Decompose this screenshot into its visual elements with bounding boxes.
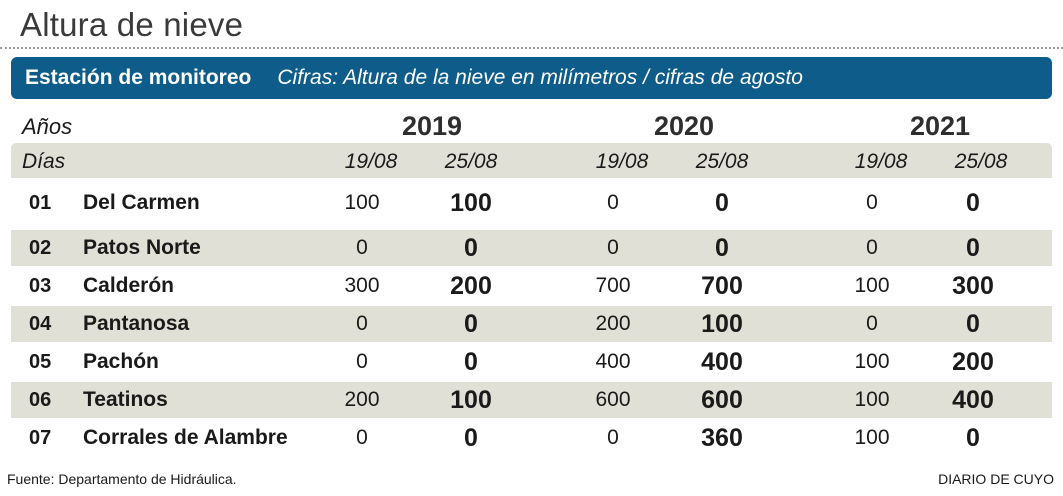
table-row: 07 Corrales de Alambre 0 0 0 360 100 0 (11, 420, 1052, 456)
snow-value-cell: 100 (854, 388, 890, 411)
station-number: 02 (29, 237, 52, 259)
snow-value-cell: 0 (464, 348, 478, 376)
days-label: Días (22, 150, 66, 173)
station-name: Patos Norte (83, 236, 201, 259)
snow-value-cell: 300 (344, 274, 380, 297)
brand-credit: DIARIO DE CUYO (938, 471, 1054, 487)
year-header: 2021 (909, 111, 971, 141)
year-header: 2020 (653, 111, 715, 141)
table-row: 04 Pantanosa 0 0 200 100 0 0 (11, 306, 1052, 342)
snow-value-cell: 360 (701, 424, 743, 452)
station-name: Pachón (83, 350, 159, 373)
date-header: 19/08 (344, 150, 398, 173)
title-divider (0, 47, 1063, 49)
table-row: 01 Del Carmen 100 100 0 0 0 0 (11, 185, 1052, 221)
station-number: 03 (29, 275, 52, 297)
snow-value-cell: 0 (966, 234, 980, 262)
table-row: 05 Pachón 0 0 400 400 100 200 (11, 344, 1052, 380)
snow-value-cell: 200 (595, 312, 631, 335)
station-name: Del Carmen (83, 191, 200, 214)
snow-value-cell: 0 (966, 424, 980, 452)
snow-value-cell: 400 (952, 386, 994, 414)
snow-value-cell: 400 (701, 348, 743, 376)
station-number: 07 (29, 427, 52, 449)
snow-value-cell: 100 (450, 386, 492, 414)
station-number: 05 (29, 351, 52, 373)
snow-value-cell: 0 (607, 426, 619, 449)
banner-description: Cifras: Altura de la nieve en milímetros… (277, 66, 803, 89)
date-header: 25/08 (444, 150, 498, 173)
snow-value-cell: 100 (344, 191, 380, 214)
table-row: 06 Teatinos 200 100 600 600 100 400 (11, 382, 1052, 418)
snow-value-cell: 200 (450, 272, 492, 300)
snow-value-cell: 400 (595, 350, 631, 373)
snow-value-cell: 700 (595, 274, 631, 297)
snow-value-cell: 0 (607, 191, 619, 214)
date-header: 25/08 (954, 150, 1008, 173)
days-header-bar (11, 143, 1052, 178)
station-name: Calderón (83, 274, 175, 297)
station-name: Corrales de Alambre (83, 426, 288, 449)
snow-value-cell: 0 (356, 312, 368, 335)
station-number: 01 (29, 192, 52, 214)
table-row: 03 Calderón 300 200 700 700 100 300 (11, 268, 1052, 304)
table-row: 02 Patos Norte 0 0 0 0 0 0 (11, 230, 1052, 266)
station-name: Pantanosa (83, 312, 190, 335)
page-title: Altura de nieve (20, 6, 244, 43)
snow-value-cell: 0 (607, 236, 619, 259)
snow-value-cell: 100 (854, 274, 890, 297)
snow-value-cell: 0 (866, 191, 878, 214)
snow-value-cell: 0 (464, 234, 478, 262)
station-number: 04 (29, 313, 52, 335)
snow-value-cell: 0 (866, 312, 878, 335)
snow-value-cell: 100 (450, 189, 492, 217)
snow-value-cell: 0 (966, 310, 980, 338)
snow-value-cell: 0 (464, 424, 478, 452)
snow-value-cell: 0 (715, 234, 729, 262)
snow-value-cell: 100 (854, 350, 890, 373)
snow-value-cell: 700 (701, 272, 743, 300)
snow-value-cell: 0 (356, 236, 368, 259)
station-number: 06 (29, 389, 52, 411)
date-header: 19/08 (854, 150, 908, 173)
snow-value-cell: 0 (966, 189, 980, 217)
snow-value-cell: 200 (344, 388, 380, 411)
year-header: 2019 (401, 111, 463, 141)
snow-value-cell: 0 (866, 236, 878, 259)
date-header: 19/08 (595, 150, 649, 173)
snow-value-cell: 100 (701, 310, 743, 338)
source-note: Fuente: Departamento de Hidráulica. (7, 471, 237, 487)
station-name: Teatinos (83, 388, 168, 411)
snow-value-cell: 100 (854, 426, 890, 449)
snow-value-cell: 0 (356, 350, 368, 373)
snow-value-cell: 600 (595, 388, 631, 411)
snow-value-cell: 600 (701, 386, 743, 414)
banner-lead: Estación de monitoreo (25, 66, 252, 89)
date-header: 25/08 (695, 150, 749, 173)
snow-value-cell: 0 (464, 310, 478, 338)
snow-value-cell: 0 (715, 189, 729, 217)
snow-value-cell: 300 (952, 272, 994, 300)
snow-value-cell: 200 (952, 348, 994, 376)
snow-value-cell: 0 (356, 426, 368, 449)
years-label: Años (22, 114, 73, 139)
header-banner: Estación de monitoreo Cifras: Altura de … (11, 57, 1052, 99)
